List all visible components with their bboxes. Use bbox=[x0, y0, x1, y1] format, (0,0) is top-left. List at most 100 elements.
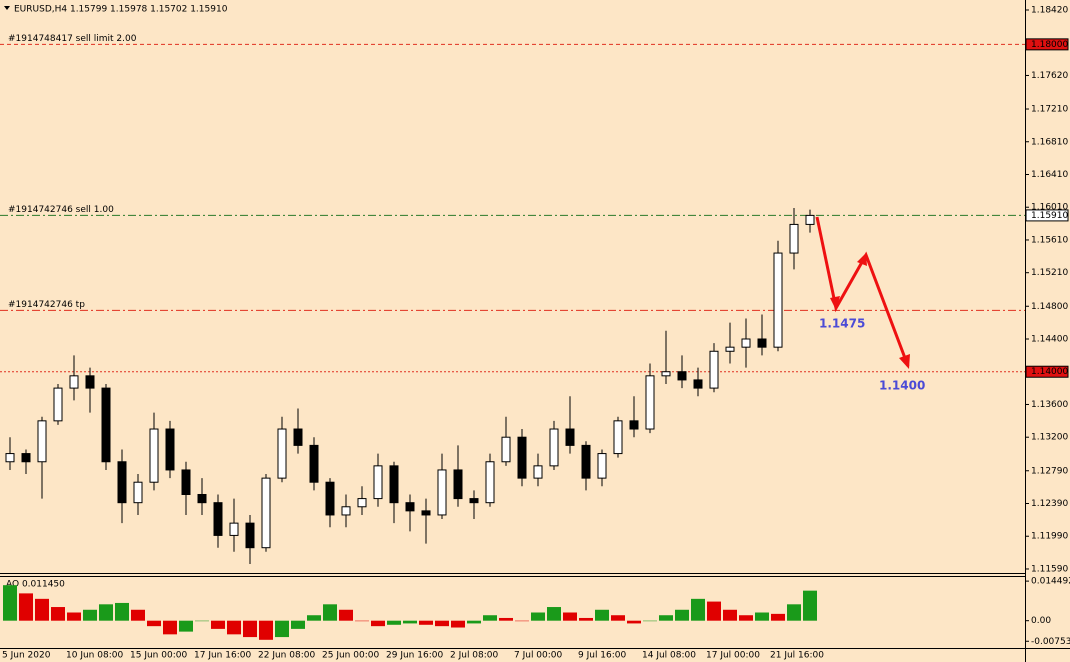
ao-bar bbox=[163, 620, 177, 635]
candle-body bbox=[645, 375, 655, 430]
ao-bar bbox=[739, 615, 753, 621]
forecast-arrow bbox=[815, 216, 910, 367]
order-label: #1914742746 tp bbox=[8, 300, 85, 310]
y-tick-label: 1.14400 bbox=[1031, 334, 1068, 344]
ao-bar bbox=[291, 620, 305, 629]
ao-bar bbox=[211, 620, 225, 629]
candle-body bbox=[213, 502, 223, 536]
candle-body bbox=[421, 510, 431, 516]
candle-body bbox=[5, 453, 15, 463]
y-tick-label: 1.15610 bbox=[1031, 235, 1068, 245]
ao-bar bbox=[675, 609, 689, 621]
ao-bar bbox=[515, 620, 529, 622]
ao-bar bbox=[435, 620, 449, 627]
candle-body bbox=[773, 252, 783, 348]
candle-body bbox=[245, 522, 255, 549]
ao-bar bbox=[99, 604, 113, 621]
candle-body bbox=[565, 428, 575, 446]
y-tick-label: 1.12390 bbox=[1031, 499, 1068, 509]
plot: 1.18420 1.17620 1.17210 1.16810 1.16410 1.160… bbox=[0, 5, 1070, 661]
y-tick-label: 1.17620 bbox=[1031, 71, 1068, 81]
ao-bar bbox=[355, 620, 369, 622]
x-tick-label: 10 Jun 08:00 bbox=[66, 651, 123, 661]
candle-body bbox=[709, 350, 719, 389]
x-tick-label: 21 Jul 16:00 bbox=[770, 651, 824, 661]
ao-bar bbox=[643, 620, 657, 622]
candle-body bbox=[597, 453, 607, 479]
ao-bar bbox=[595, 609, 609, 621]
candle-body bbox=[181, 469, 191, 495]
price-box-label: 1.15910 bbox=[1031, 211, 1068, 221]
candle-body bbox=[341, 506, 351, 516]
ao-bar bbox=[499, 617, 513, 621]
ao-bar bbox=[387, 620, 401, 625]
candle-body bbox=[229, 522, 239, 536]
ao-bar bbox=[3, 585, 17, 621]
ao-bar bbox=[531, 612, 545, 621]
ao-bar bbox=[275, 620, 289, 638]
ao-bar bbox=[147, 620, 161, 627]
candle-body bbox=[517, 436, 527, 479]
ao-bar bbox=[83, 609, 97, 621]
candle-body bbox=[613, 420, 623, 455]
ao-bar bbox=[227, 620, 241, 635]
menu-arrow[interactable] bbox=[4, 6, 10, 10]
ao-bar bbox=[467, 620, 481, 624]
candle-body bbox=[757, 338, 767, 348]
price-box bbox=[1025, 365, 1069, 378]
ao-tick-label: -0.00753 bbox=[1031, 637, 1070, 647]
candle-body bbox=[53, 387, 63, 422]
candle-body bbox=[469, 498, 479, 504]
candle-body bbox=[21, 453, 31, 463]
price-box-label: 1.18000 bbox=[1031, 40, 1068, 50]
x-tick-label: 14 Jul 08:00 bbox=[642, 651, 696, 661]
candle-body bbox=[629, 420, 639, 430]
candle-body bbox=[741, 338, 751, 348]
ao-bar bbox=[195, 620, 209, 622]
annotation: 1.1400 bbox=[879, 379, 925, 393]
ao-label: AO 0.011450 bbox=[6, 580, 65, 590]
y-tick-label: 1.12790 bbox=[1031, 466, 1068, 476]
order-label: #1914742746 sell 1.00 bbox=[8, 205, 114, 215]
candle-body bbox=[437, 469, 447, 516]
candle-body bbox=[325, 481, 335, 516]
ao-bar bbox=[659, 615, 673, 621]
x-tick-label: 22 Jun 08:00 bbox=[258, 651, 315, 661]
candle-body bbox=[261, 477, 271, 549]
x-tick-label: 7 Jul 00:00 bbox=[514, 651, 563, 661]
candle-body bbox=[453, 469, 463, 500]
candle-body bbox=[501, 436, 511, 463]
ao-bar bbox=[339, 609, 353, 621]
candle-body bbox=[165, 428, 175, 471]
candle-body bbox=[149, 428, 159, 483]
candle-body bbox=[389, 465, 399, 504]
candle-body bbox=[533, 465, 543, 479]
x-tick-label: 17 Jul 00:00 bbox=[706, 651, 760, 661]
ao-bar bbox=[131, 609, 145, 621]
x-tick-label: 9 Jul 16:00 bbox=[578, 651, 627, 661]
y-tick-label: 1.17210 bbox=[1031, 105, 1068, 115]
candle-body bbox=[549, 428, 559, 467]
ao-bar bbox=[115, 602, 129, 621]
ao-bar bbox=[579, 617, 593, 621]
ao-bar bbox=[451, 620, 465, 628]
candle-body bbox=[725, 346, 735, 352]
ao-bar bbox=[259, 620, 273, 640]
ao-bar bbox=[803, 590, 817, 621]
candle-body bbox=[805, 214, 815, 225]
candle-body bbox=[85, 375, 95, 389]
y-tick-label: 1.16410 bbox=[1031, 170, 1068, 180]
candle-body bbox=[485, 461, 495, 504]
candle-body bbox=[69, 375, 79, 389]
ao-bar bbox=[67, 612, 81, 621]
y-tick-label: 1.14800 bbox=[1031, 302, 1068, 312]
y-tick-label: 1.16810 bbox=[1031, 137, 1068, 147]
ao-bar bbox=[611, 615, 625, 621]
ao-bar bbox=[403, 620, 417, 624]
ao-bar bbox=[371, 620, 385, 627]
x-tick-label: 29 Jun 16:00 bbox=[386, 651, 443, 661]
x-tick-label: 5 Jun 2020 bbox=[2, 651, 51, 661]
ao-bar bbox=[787, 604, 801, 621]
